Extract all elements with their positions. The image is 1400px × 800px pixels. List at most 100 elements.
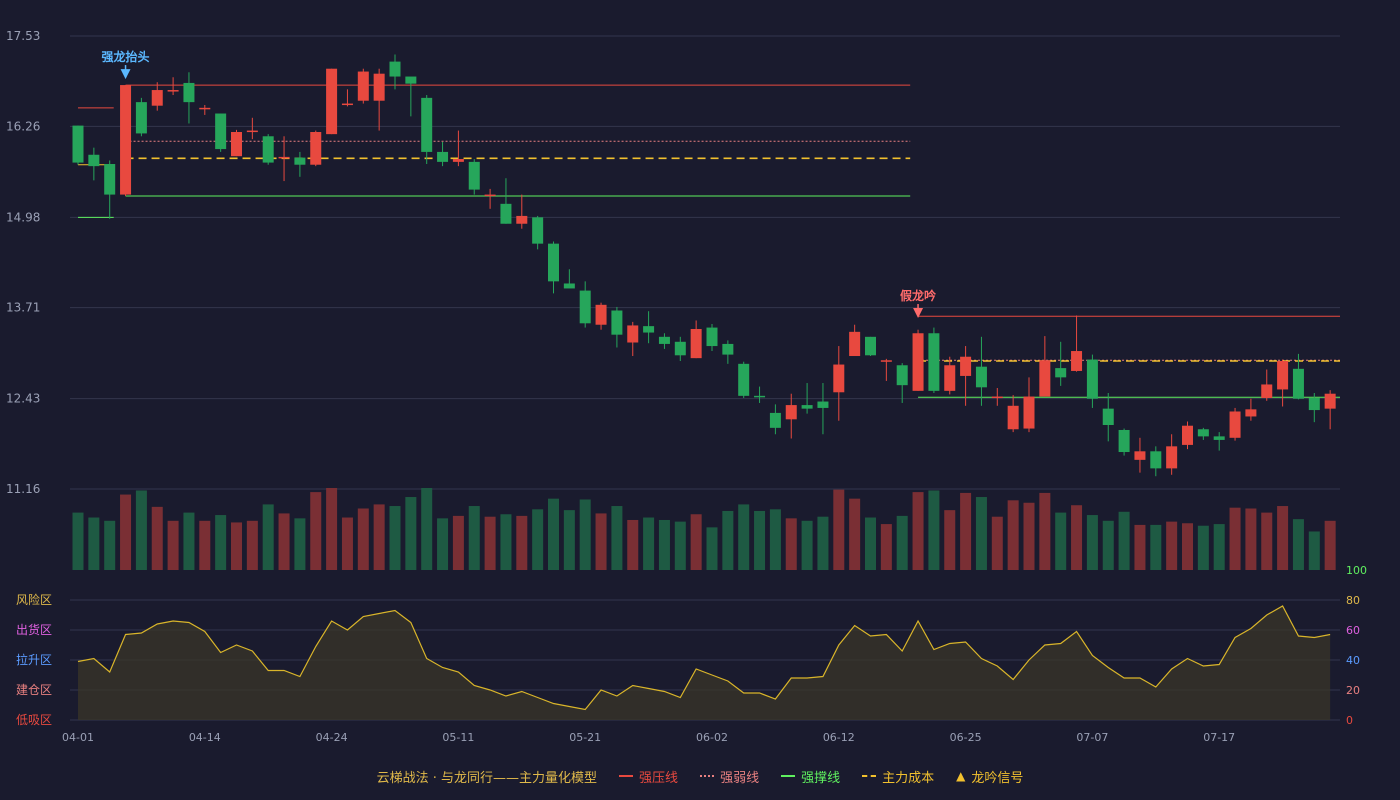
signal-label: 假龙吟	[900, 288, 936, 303]
legend-label: 主力成本	[882, 770, 935, 786]
candle-body	[468, 161, 480, 190]
volume-bar	[262, 504, 274, 570]
signal-label: 强龙抬头	[102, 49, 150, 64]
volume-bar	[373, 504, 385, 570]
candle-body	[452, 159, 464, 162]
volume-bar	[1245, 508, 1257, 570]
candle-body	[912, 333, 924, 391]
volume-bar	[437, 518, 449, 570]
price-grid	[70, 35, 1340, 490]
osc-tick-label: 100	[1346, 564, 1367, 577]
volume-bar	[452, 515, 464, 570]
candle-body	[1055, 368, 1067, 378]
candle-body	[1007, 405, 1019, 430]
volume-bar	[674, 521, 686, 570]
volume-bar	[849, 498, 861, 570]
volume-bar	[785, 518, 797, 570]
volume-bar	[1213, 524, 1225, 570]
volume-bar	[975, 497, 987, 570]
volume-bar	[231, 522, 242, 570]
price-axis-labels: 17.53 16.26 14.98 13.71 12.43 11.16	[6, 29, 40, 496]
volume-bar	[627, 519, 639, 570]
candle-body	[120, 85, 132, 195]
candle-body	[833, 364, 845, 393]
candle-body	[278, 156, 290, 159]
price-tick-label: 16.26	[6, 119, 40, 133]
candle-body	[801, 405, 813, 409]
candle-body	[357, 71, 369, 101]
candle-body	[215, 113, 227, 150]
volume-bar	[199, 520, 211, 570]
candle-body	[1039, 360, 1051, 397]
candle-body	[199, 107, 211, 110]
candle-body	[326, 68, 338, 135]
volume-bar	[310, 492, 322, 570]
triangle-icon: ▲	[956, 769, 966, 783]
candle-body	[1261, 384, 1273, 398]
candle-body	[563, 283, 575, 289]
volume-bar	[896, 515, 908, 570]
osc-area	[78, 606, 1331, 720]
candle-body	[484, 194, 496, 197]
volume-bar	[690, 514, 702, 570]
volume-bar	[769, 509, 781, 570]
candle-body	[389, 61, 401, 77]
volume-bar	[960, 492, 972, 570]
candle-body	[341, 103, 353, 106]
volume-bar	[1102, 520, 1114, 570]
volume-bar	[1071, 505, 1083, 570]
volume-bar	[1023, 502, 1035, 570]
candle-body	[231, 132, 242, 157]
candle-body	[373, 73, 385, 101]
volume-bar	[865, 517, 876, 570]
osc-tick-label: 80	[1346, 594, 1360, 607]
candle-body	[1102, 408, 1114, 425]
volume-bar	[722, 510, 734, 570]
volume-bar	[484, 516, 496, 570]
legend-item-signal[interactable]: ▲ 龙吟信号	[956, 767, 1023, 786]
volume-bar	[246, 520, 258, 570]
candle-body	[690, 328, 702, 359]
x-tick-label: 04-01	[62, 731, 94, 744]
line-swatch-icon	[781, 775, 796, 777]
volume-bar	[611, 506, 623, 570]
volume-bar	[341, 517, 353, 570]
x-axis-labels: 04-01 04-14 04-24 05-11 05-21 06-02 06-12 06-25…	[62, 731, 1235, 744]
volume-bar	[532, 509, 544, 570]
legend-item-strength-line[interactable]: 强弱线	[700, 767, 759, 786]
candle-body	[865, 336, 876, 356]
volume-bar	[500, 514, 512, 570]
price-tick-label: 11.16	[6, 482, 40, 496]
volume-bar	[579, 499, 591, 570]
x-tick-label: 06-02	[696, 731, 728, 744]
volume-bar	[1134, 524, 1146, 570]
line-swatch-icon	[619, 775, 634, 777]
osc-zone-label: 低吸区	[16, 713, 52, 727]
x-tick-label: 06-25	[950, 731, 982, 744]
legend-item-support[interactable]: 强撑线	[781, 767, 840, 786]
volume-bar	[389, 506, 401, 570]
volume-bar	[928, 490, 940, 570]
legend-item-main-cost[interactable]: 主力成本	[862, 767, 934, 786]
price-tick-label: 14.98	[6, 210, 40, 224]
volume-bar	[215, 515, 227, 570]
candle-body	[960, 356, 972, 376]
osc-tick-label: 40	[1346, 654, 1360, 667]
candle-body	[151, 90, 163, 106]
x-tick-label: 05-11	[442, 731, 474, 744]
volume-bar	[1277, 506, 1289, 570]
candle-body	[88, 154, 100, 167]
osc-zone-label: 风险区	[16, 592, 52, 607]
candle-body	[769, 412, 781, 428]
volume-bar	[326, 488, 338, 570]
volume-bar	[1007, 500, 1019, 570]
legend-item-strong-pressure[interactable]: 强压线	[619, 767, 678, 786]
candle-body	[849, 331, 861, 357]
volume-bar	[738, 504, 750, 570]
candle-body	[246, 130, 258, 133]
candle-body	[880, 360, 892, 362]
volume-bar	[135, 490, 147, 570]
volume-bar	[183, 512, 195, 570]
